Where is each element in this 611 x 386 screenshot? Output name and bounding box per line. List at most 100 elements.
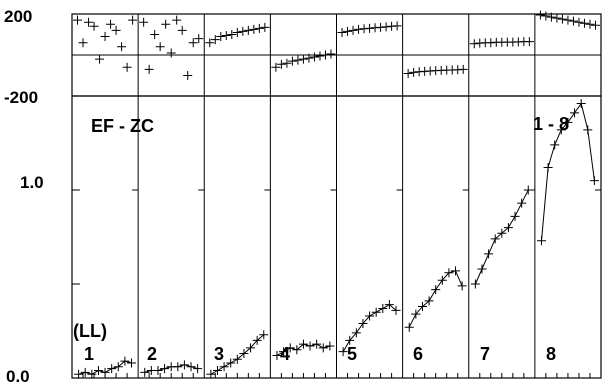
top-point-5: [381, 22, 391, 32]
data-point-5: [384, 300, 394, 310]
data-point-7: [510, 211, 520, 221]
panel-label-4: 4: [280, 344, 290, 364]
data-point-2: [160, 364, 170, 374]
top-ytick-200: 200: [4, 7, 32, 26]
top-point-4: [298, 54, 308, 64]
top-point-1: [84, 17, 94, 27]
data-point-3: [246, 343, 256, 353]
data-point-4: [318, 343, 328, 353]
data-point-1: [107, 364, 117, 374]
top-point-5: [343, 26, 353, 36]
data-point-7: [523, 185, 533, 195]
panel-label-1: 1: [84, 344, 94, 364]
data-point-5: [365, 311, 375, 321]
data-point-5: [358, 318, 368, 328]
top-point-8: [563, 15, 573, 25]
top-point-2: [166, 48, 176, 58]
data-point-6: [431, 285, 441, 295]
top-ytick-neg200: -200: [4, 88, 38, 107]
data-point-8: [536, 236, 546, 246]
data-point-1: [127, 358, 137, 368]
data-point-7: [517, 198, 527, 208]
data-point-4: [305, 341, 315, 351]
data-point-2: [179, 360, 189, 370]
top-point-7: [469, 39, 479, 49]
top-point-5: [348, 25, 358, 35]
data-point-1: [74, 369, 84, 379]
data-point-8: [583, 125, 593, 135]
top-point-2: [161, 19, 171, 29]
top-point-8: [574, 17, 584, 27]
main-ytick-0: 0.0: [6, 367, 30, 386]
data-point-4: [312, 339, 322, 349]
top-point-2: [177, 25, 187, 35]
data-point-5: [345, 335, 355, 345]
data-point-6: [444, 268, 454, 278]
data-point-1: [80, 367, 90, 377]
top-point-3: [221, 31, 231, 41]
data-point-3: [259, 330, 269, 340]
top-point-2: [172, 15, 182, 25]
data-point-6: [457, 281, 467, 291]
panel-label-8: 8: [546, 344, 556, 364]
top-point-5: [354, 24, 364, 34]
top-point-7: [524, 37, 534, 47]
data-point-7: [497, 228, 507, 238]
top-point-8: [546, 12, 556, 22]
data-point-1: [120, 356, 130, 366]
top-point-2: [139, 17, 149, 27]
top-point-4: [293, 55, 303, 65]
top-point-3: [249, 24, 259, 34]
top-point-1: [100, 32, 110, 42]
data-point-8: [556, 125, 566, 135]
top-point-4: [315, 51, 325, 61]
data-point-4: [279, 347, 289, 357]
top-point-8: [552, 13, 562, 23]
top-point-4: [309, 52, 319, 62]
panel-label-7: 7: [480, 344, 490, 364]
data-point-2: [193, 364, 203, 374]
top-point-3: [260, 22, 270, 32]
labels-layer: 200 -200 1.0 0.0 EF - ZC 1 - 8 (LL) 1 2 …: [4, 7, 569, 386]
top-point-8: [579, 18, 589, 28]
data-point-6: [417, 302, 427, 312]
data-point-3: [219, 362, 229, 372]
data-point-3: [212, 365, 222, 375]
top-point-1: [122, 62, 132, 72]
panel-label-3: 3: [214, 344, 224, 364]
data-point-6: [411, 309, 421, 319]
top-point-1: [89, 21, 99, 31]
data-point-3: [226, 358, 236, 368]
data-point-1: [87, 369, 97, 379]
top-point-3: [205, 38, 215, 48]
data-point-7: [484, 249, 494, 259]
top-point-4: [271, 62, 281, 72]
data-point-5: [338, 347, 348, 357]
panel-label-2: 2: [147, 344, 157, 364]
top-point-4: [326, 49, 336, 59]
data-point-8: [589, 176, 599, 186]
annotation-total: 1 - 8: [533, 114, 569, 134]
main-ytick-1: 1.0: [20, 173, 44, 192]
top-point-2: [155, 42, 165, 52]
top-point-3: [227, 30, 237, 39]
top-point-8: [590, 20, 600, 30]
top-point-8: [535, 10, 545, 20]
top-point-1: [95, 54, 105, 64]
data-point-8: [563, 117, 573, 127]
top-point-1: [111, 25, 121, 35]
top-point-2: [194, 34, 204, 44]
top-point-3: [238, 26, 248, 36]
data-point-5: [378, 303, 388, 313]
data-point-2: [140, 367, 150, 377]
series-line-6: [408, 270, 463, 328]
data-point-7: [503, 223, 513, 233]
data-point-3: [239, 349, 249, 359]
top-point-5: [392, 21, 402, 31]
data-point-4: [298, 339, 308, 349]
data-point-7: [490, 234, 500, 244]
top-point-8: [557, 14, 567, 24]
data-point-7: [477, 264, 487, 274]
data-point-4: [285, 343, 295, 353]
